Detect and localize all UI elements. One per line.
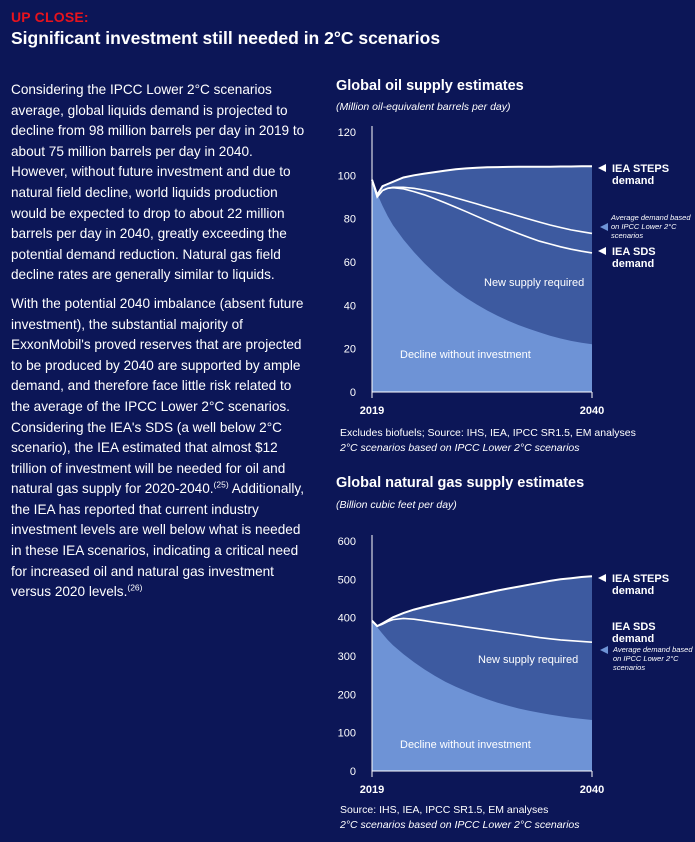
gas-line-steps-demand	[371, 575, 593, 628]
gas-label-sds: IEA SDS	[612, 621, 656, 633]
gas-label-avg1: Average demand based	[612, 645, 693, 654]
body-text: Considering the IPCC Lower 2°C scenarios…	[11, 80, 311, 611]
gas-label-new-supply: New supply required	[478, 654, 578, 666]
oil-y-tick-label: 80	[344, 214, 356, 226]
gas-x-tick-label: 2019	[360, 784, 384, 796]
gas-chart-notes: Source: IHS, IEA, IPCC SR1.5, EM analyse…	[340, 803, 580, 833]
gas-marker-steps	[598, 574, 606, 582]
gas-y-tick-label: 300	[338, 651, 356, 663]
footnote-ref-25: (25)	[213, 479, 229, 490]
gas-label-steps: IEA STEPS	[612, 573, 669, 585]
oil-label-sds2: demand	[612, 258, 654, 270]
paragraph-2-part-a: With the potential 2040 imbalance (absen…	[11, 295, 304, 497]
paragraph-2-part-b: Additionally, the IEA has reported that …	[11, 481, 304, 600]
oil-y-tick-label: 20	[344, 344, 356, 356]
oil-label-new-supply: New supply required	[484, 277, 584, 289]
gas-label-decline: Decline without investment	[400, 739, 531, 751]
gas-y-tick-label: 400	[338, 613, 356, 625]
oil-line-sds-demand	[371, 179, 593, 254]
gas-y-tick-label: 100	[338, 728, 356, 740]
oil-y-tick-label: 0	[350, 387, 356, 399]
paragraph-1: Considering the IPCC Lower 2°C scenarios…	[11, 82, 305, 283]
oil-chart-source: Excludes biofuels; Source: IHS, IEA, IPC…	[340, 427, 636, 439]
oil-chart-subtitle: (Million oil-equivalent barrels per day)	[336, 101, 511, 113]
oil-label-avg3: scenarios	[611, 231, 643, 240]
gas-area-decline	[372, 620, 592, 771]
oil-marker-steps	[598, 164, 606, 172]
oil-x-tick-label: 2040	[580, 405, 604, 417]
gas-label-avg3: scenarios	[613, 663, 645, 672]
up-close-kicker: UP CLOSE:	[11, 9, 89, 25]
oil-label-avg1: Average demand based	[610, 213, 691, 222]
gas-label-avg2: on IPCC Lower 2°C	[613, 654, 679, 663]
gas-chart-title: Global natural gas supply estimates	[336, 475, 585, 491]
page-title: Significant investment still needed in 2…	[11, 28, 441, 48]
oil-label-sds: IEA SDS	[612, 246, 656, 258]
gas-label-steps2: demand	[612, 585, 654, 597]
gas-y-tick-label: 0	[350, 766, 356, 778]
gas-chart-source: Source: IHS, IEA, IPCC SR1.5, EM analyse…	[340, 804, 549, 816]
oil-label-steps: IEA STEPS	[612, 163, 669, 175]
oil-chart-notes: Excludes biofuels; Source: IHS, IEA, IPC…	[340, 426, 636, 456]
gas-line-ipcc-average-demand	[371, 617, 593, 643]
gas-x-tick-label: 2040	[580, 784, 604, 796]
oil-area-decline	[372, 179, 592, 392]
oil-label-avg2: on IPCC Lower 2°C	[611, 222, 677, 231]
oil-chart-scenario-note: 2°C scenarios based on IPCC Lower 2°C sc…	[340, 442, 580, 454]
oil-marker-avg2	[600, 223, 608, 231]
oil-y-tick-label: 120	[338, 127, 356, 139]
oil-line-steps-demand	[371, 165, 592, 198]
gas-chart-subtitle: (Billion cubic feet per day)	[336, 499, 457, 511]
gas-label-sds2: demand	[612, 633, 654, 645]
paragraph-2: With the potential 2040 imbalance (absen…	[11, 294, 311, 603]
oil-y-tick-label: 60	[344, 257, 356, 269]
gas-chart-scenario-note: 2°C scenarios based on IPCC Lower 2°C sc…	[340, 819, 580, 831]
gas-y-tick-label: 500	[338, 574, 356, 586]
oil-label-steps2: demand	[612, 175, 654, 187]
oil-y-tick-label: 40	[344, 300, 356, 312]
oil-y-tick-label: 100	[338, 170, 356, 182]
gas-y-tick-label: 600	[338, 536, 356, 548]
oil-marker-sds	[598, 247, 606, 255]
oil-x-tick-label: 2019	[360, 405, 384, 417]
footnote-ref-26: (26)	[127, 582, 143, 593]
gas-y-tick-label: 200	[338, 689, 356, 701]
oil-label-decline: Decline without investment	[400, 349, 531, 361]
gas-marker-avg1	[600, 646, 608, 654]
oil-chart-title: Global oil supply estimates	[336, 78, 524, 94]
